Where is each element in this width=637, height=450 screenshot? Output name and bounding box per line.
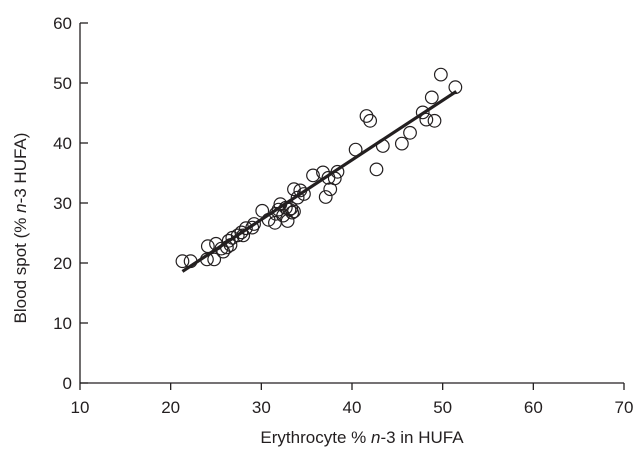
- data-point: [318, 190, 333, 204]
- x-tick-label: 70: [615, 398, 634, 417]
- x-tick-label: 30: [252, 398, 271, 417]
- x-axis-ticks: 10 20 30 40 50 60 70: [71, 383, 634, 417]
- x-tick-label: 10: [71, 398, 90, 417]
- y-tick-label: 40: [53, 134, 72, 153]
- y-tick-label: 20: [53, 254, 72, 273]
- data-point: [403, 125, 417, 140]
- regression-line: [181, 90, 458, 273]
- data-point: [359, 109, 374, 123]
- data-point: [287, 204, 301, 219]
- axes: [79, 23, 624, 384]
- axis-title-part: n: [11, 203, 30, 212]
- y-tick-label: 0: [63, 374, 72, 393]
- y-axis-ticks: 0 10 20 30 40 50 60: [53, 14, 88, 393]
- x-axis-title: Erythrocyte % n-3 in HUFA: [260, 428, 464, 447]
- data-point: [175, 254, 190, 269]
- data-point: [363, 113, 378, 128]
- data-point: [306, 168, 320, 183]
- data-point: [230, 228, 245, 243]
- x-tick-label: 50: [433, 398, 452, 417]
- data-point: [415, 105, 430, 120]
- data-points: [175, 67, 463, 269]
- axis-title-part: Blood spot (%: [11, 213, 30, 324]
- x-tick-label: 20: [161, 398, 180, 417]
- data-point: [394, 136, 409, 151]
- y-tick-label: 60: [53, 14, 72, 33]
- data-point: [424, 90, 439, 105]
- data-point: [433, 67, 448, 82]
- data-point: [200, 239, 215, 254]
- axis-title-part: n: [371, 428, 380, 447]
- data-point: [247, 217, 261, 231]
- axis-title-part: -3 in HUFA: [380, 428, 464, 447]
- data-point: [280, 214, 295, 228]
- x-tick-label: 60: [524, 398, 543, 417]
- y-axis-title: Blood spot (% n-3 HUFA): [11, 133, 30, 324]
- axis-title-part: -3 HUFA): [11, 133, 30, 204]
- data-point: [285, 205, 300, 220]
- y-tick-label: 30: [53, 194, 72, 213]
- x-tick-label: 40: [343, 398, 362, 417]
- data-point: [369, 162, 384, 177]
- data-point: [239, 221, 253, 236]
- y-tick-label: 10: [53, 314, 72, 333]
- axis-title-part: Erythrocyte %: [260, 428, 371, 447]
- fit-line-group: [181, 90, 458, 273]
- data-point: [427, 113, 442, 128]
- y-tick-label: 50: [53, 74, 72, 93]
- data-point: [207, 252, 222, 267]
- data-point: [419, 112, 434, 127]
